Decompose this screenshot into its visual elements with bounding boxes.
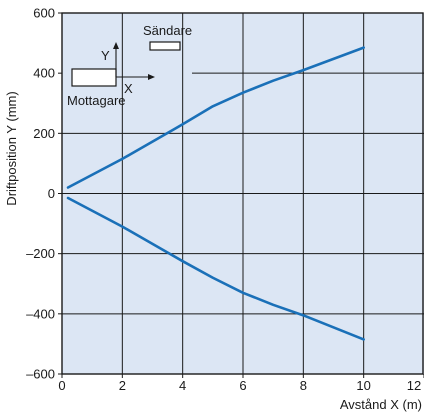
grid [62, 13, 424, 374]
x-tick-label: 2 [119, 378, 126, 393]
x-tick-label: 8 [300, 378, 307, 393]
x-tick-label: 10 [356, 378, 370, 393]
x-tick-label: 0 [58, 378, 65, 393]
series-line-2 [66, 196, 365, 341]
y-tick-label: 600 [33, 6, 55, 21]
inset-diagram: Sändare Mottagare Y X [67, 23, 192, 108]
inset-x-arrow-icon [148, 74, 155, 80]
receiver-box [71, 68, 117, 87]
y-tick-label: –400 [26, 306, 55, 321]
inset-y-label: Y [101, 48, 110, 63]
series-line-1 [66, 46, 365, 189]
x-tick-label: 12 [407, 378, 421, 393]
receiver-label: Mottagare [67, 93, 126, 108]
x-tick-label: 4 [179, 378, 186, 393]
x-tick-label: 6 [239, 378, 246, 393]
y-tick-label: –200 [26, 246, 55, 261]
y-axis-label: Driftposition Y (mm) [4, 91, 19, 205]
y-tick-label: –600 [26, 367, 55, 382]
y-tick-label: 0 [48, 186, 55, 201]
sender-label: Sändare [143, 23, 192, 38]
y-tick-label: 400 [33, 66, 55, 81]
sender-box [149, 41, 181, 51]
tick-labels: 0 2 4 6 8 10 12 600 400 200 0 –200 –400 –600 [26, 6, 424, 393]
y-tick-label: 200 [33, 126, 55, 141]
inset-y-arrow-icon [113, 42, 119, 49]
series-group [66, 46, 365, 341]
x-axis-label: Avstånd X (m) [340, 397, 422, 412]
inset-x-label: X [124, 81, 133, 96]
